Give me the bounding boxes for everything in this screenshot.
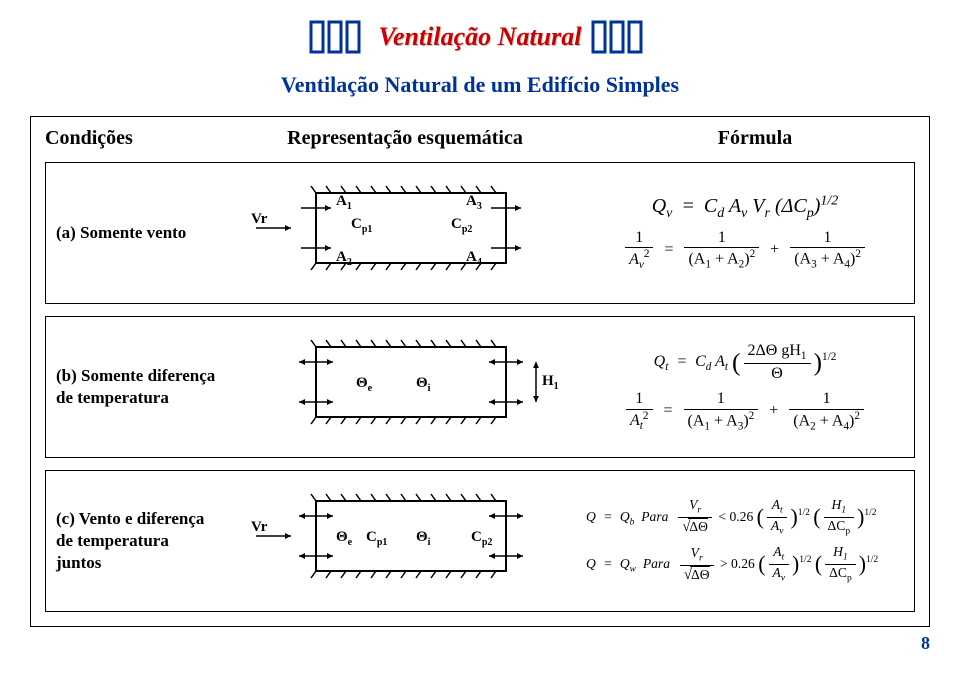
case-a-label: (a) Somente vento bbox=[56, 222, 216, 244]
formula-c1: Q = Qb Para Vr √ΔΘ < 0.26 ( At Av )1/2 (… bbox=[586, 497, 904, 538]
formula-a1: Qv = Cd Av Vr (ΔCp)1/2 bbox=[586, 194, 904, 223]
svg-text:A4: A4 bbox=[466, 249, 482, 268]
header-conditions: Condições bbox=[45, 127, 215, 150]
case-c-diagram: Vr Θe Θi Cp1 Cp2 bbox=[216, 481, 586, 601]
formula-b2: 1 At2 = 1 (A1 + A3)2 + 1 (A2 + A4)2 bbox=[586, 389, 904, 433]
case-c-label: (c) Vento e diferença de temperatura jun… bbox=[56, 508, 216, 574]
formula-b1: Qt = Cd At ( 2ΔΘ gH1 Θ )1/2 bbox=[586, 341, 904, 384]
svg-text:Θi: Θi bbox=[416, 375, 431, 394]
case-b-label: (b) Somente diferença de temperatura bbox=[56, 365, 216, 409]
svg-text:H1: H1 bbox=[542, 373, 559, 392]
svg-text:Cp2: Cp2 bbox=[451, 216, 472, 235]
page-title: Ventilação Natural bbox=[379, 22, 582, 51]
title-decoration-right bbox=[591, 20, 651, 54]
case-a-diagram: Vr A1 A2 A3 A4 Cp1 Cp2 bbox=[216, 173, 586, 293]
case-b-formula: Qt = Cd At ( 2ΔΘ gH1 Θ )1/2 1 At2 = 1 (A… bbox=[586, 335, 904, 440]
case-b-row: (b) Somente diferença de temperatura bbox=[45, 316, 915, 458]
formula-c2: Q = Qw Para Vr √ΔΘ > 0.26 ( At Av )1/2 (… bbox=[586, 544, 904, 585]
svg-text:Vr: Vr bbox=[251, 211, 268, 227]
content-frame: Condições Representação esquemática Fórm… bbox=[30, 116, 930, 627]
case-a-formula: Qv = Cd Av Vr (ΔCp)1/2 1 Av2 = 1 (A1 + A… bbox=[586, 188, 904, 279]
svg-text:A1: A1 bbox=[336, 193, 352, 212]
case-a-row: (a) Somente vento bbox=[45, 162, 915, 304]
header-formula: Fórmula bbox=[595, 127, 915, 150]
svg-text:Θe: Θe bbox=[356, 375, 373, 394]
header-representation: Representação esquemática bbox=[215, 127, 595, 150]
header-bar: Ventilação Natural bbox=[30, 20, 930, 54]
svg-text:Vr: Vr bbox=[251, 519, 268, 535]
svg-text:Θe: Θe bbox=[336, 529, 353, 548]
title-box: Ventilação Natural bbox=[379, 22, 582, 52]
page-number: 8 bbox=[30, 633, 930, 654]
case-c-row: (c) Vento e diferença de temperatura jun… bbox=[45, 470, 915, 612]
title-decoration-left bbox=[309, 20, 369, 54]
table-header: Condições Representação esquemática Fórm… bbox=[45, 127, 915, 150]
svg-text:Cp2: Cp2 bbox=[471, 529, 492, 548]
case-c-formula: Q = Qb Para Vr √ΔΘ < 0.26 ( At Av )1/2 (… bbox=[586, 491, 904, 592]
case-b-diagram: Θe Θi H1 bbox=[216, 327, 586, 447]
svg-text:Cp1: Cp1 bbox=[366, 529, 387, 548]
svg-text:A3: A3 bbox=[466, 193, 482, 212]
formula-a2: 1 Av2 = 1 (A1 + A2)2 + 1 (A3 + A4)2 bbox=[586, 228, 904, 272]
svg-text:Θi: Θi bbox=[416, 529, 431, 548]
svg-text:Cp1: Cp1 bbox=[351, 216, 372, 235]
page-subtitle: Ventilação Natural de um Edifício Simple… bbox=[30, 72, 930, 98]
